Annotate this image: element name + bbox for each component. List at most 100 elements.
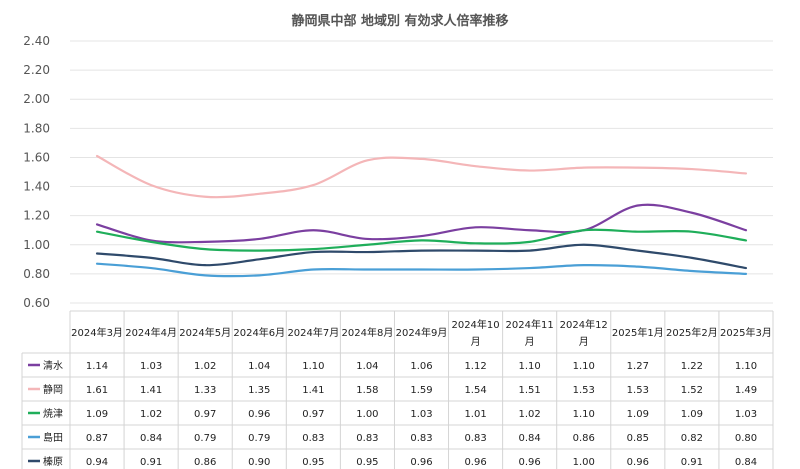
data-value-label: 0.83 <box>302 433 324 444</box>
data-value-label: 0.87 <box>86 433 108 444</box>
y-tick-label: 1.80 <box>23 121 50 135</box>
data-value-label: 1.61 <box>86 385 108 396</box>
category-label: 月 <box>471 336 481 348</box>
data-value-label: 1.10 <box>519 361 541 372</box>
data-value-label: 1.04 <box>248 361 270 372</box>
category-label: 2024年12 <box>560 318 608 331</box>
data-value-label: 1.10 <box>573 409 595 420</box>
data-value-label: 1.49 <box>735 385 757 396</box>
category-label: 2024年8月 <box>342 326 394 339</box>
data-value-label: 0.83 <box>356 433 378 444</box>
data-value-label: 1.10 <box>302 361 324 372</box>
data-value-label: 0.80 <box>735 433 757 444</box>
data-value-label: 0.90 <box>248 457 270 468</box>
data-value-label: 1.10 <box>735 361 757 372</box>
data-value-label: 1.03 <box>140 361 162 372</box>
legend-label: 焼津 <box>43 408 63 420</box>
category-label: 2024年6月 <box>233 326 285 339</box>
data-value-label: 0.83 <box>464 433 486 444</box>
data-value-label: 1.27 <box>627 361 649 372</box>
data-value-label: 1.58 <box>356 385 378 396</box>
data-value-label: 1.02 <box>140 409 162 420</box>
data-value-label: 0.96 <box>248 409 270 420</box>
category-label: 2024年4月 <box>125 326 177 339</box>
data-value-label: 0.84 <box>140 433 162 444</box>
data-value-label: 1.53 <box>627 385 649 396</box>
data-value-label: 0.86 <box>194 457 216 468</box>
data-value-label: 0.96 <box>627 457 649 468</box>
data-value-label: 0.82 <box>681 433 703 444</box>
data-value-label: 1.02 <box>194 361 216 372</box>
data-value-label: 1.53 <box>573 385 595 396</box>
y-tick-label: 2.20 <box>23 63 50 77</box>
category-label: 2024年10 <box>451 318 499 331</box>
data-value-label: 1.03 <box>410 409 432 420</box>
y-tick-label: 2.00 <box>23 92 50 106</box>
y-tick-label: 0.60 <box>23 296 50 310</box>
series-line-1 <box>95 203 748 244</box>
data-value-label: 1.51 <box>519 385 541 396</box>
data-value-label: 0.96 <box>410 457 432 468</box>
category-label: 月 <box>525 336 535 348</box>
chart-title: 静岡県中部 地域別 有効求人倍率推移 <box>291 14 509 29</box>
data-value-label: 0.94 <box>86 457 108 468</box>
series-line-2 <box>95 154 748 199</box>
data-value-label: 1.14 <box>86 361 108 372</box>
data-value-label: 1.41 <box>302 385 324 396</box>
data-value-label: 0.95 <box>302 457 324 468</box>
data-value-label: 1.04 <box>356 361 378 372</box>
y-tick-label: 1.40 <box>23 180 50 194</box>
legend-label: 島田 <box>43 431 63 444</box>
data-value-label: 1.12 <box>464 361 486 372</box>
data-value-label: 1.03 <box>735 409 757 420</box>
category-label: 2025年1月 <box>612 326 664 339</box>
category-label: 2024年11 <box>506 318 554 331</box>
data-value-label: 0.91 <box>140 457 162 468</box>
y-tick-label: 1.20 <box>23 209 50 223</box>
y-tick-label: 0.80 <box>23 267 50 281</box>
data-value-label: 0.97 <box>302 409 324 420</box>
category-label: 2025年2月 <box>666 326 718 339</box>
y-tick-label: 1.00 <box>23 238 50 252</box>
y-tick-label: 1.60 <box>23 150 50 164</box>
data-value-label: 1.22 <box>681 361 703 372</box>
data-value-label: 1.09 <box>86 409 108 420</box>
data-value-label: 1.02 <box>519 409 541 420</box>
legend-label: 静岡 <box>43 383 63 396</box>
data-value-label: 1.59 <box>410 385 432 396</box>
data-value-label: 1.54 <box>464 385 486 396</box>
data-value-label: 1.09 <box>681 409 703 420</box>
data-value-label: 1.09 <box>627 409 649 420</box>
category-label: 2024年3月 <box>71 326 123 339</box>
data-value-label: 1.10 <box>573 361 595 372</box>
series-line-3 <box>95 228 748 252</box>
data-value-label: 0.85 <box>627 433 649 444</box>
data-value-label: 0.84 <box>519 433 541 444</box>
data-value-label: 0.96 <box>519 457 541 468</box>
data-value-label: 0.96 <box>464 457 486 468</box>
data-value-label: 1.33 <box>194 385 216 396</box>
data-value-label: 1.00 <box>573 457 595 468</box>
category-label: 月 <box>579 336 589 348</box>
category-label: 2024年7月 <box>287 326 339 339</box>
data-value-label: 0.84 <box>735 457 757 468</box>
legend-label: 榛原 <box>43 455 63 468</box>
series-line-4 <box>95 262 748 278</box>
data-value-label: 0.86 <box>573 433 595 444</box>
data-value-label: 0.79 <box>194 433 216 444</box>
data-value-label: 0.91 <box>681 457 703 468</box>
data-value-label: 1.52 <box>681 385 703 396</box>
data-value-label: 1.00 <box>356 409 378 420</box>
category-label: 2024年9月 <box>396 326 448 339</box>
data-value-label: 0.95 <box>356 457 378 468</box>
legend-label: 清水 <box>43 359 63 372</box>
data-value-label: 1.06 <box>410 361 432 372</box>
data-value-label: 0.97 <box>194 409 216 420</box>
category-label: 2024年5月 <box>179 326 231 339</box>
series-line-5 <box>95 243 748 270</box>
data-value-label: 0.79 <box>248 433 270 444</box>
y-tick-label: 2.40 <box>23 34 50 48</box>
data-value-label: 1.35 <box>248 385 270 396</box>
data-value-label: 1.01 <box>464 409 486 420</box>
